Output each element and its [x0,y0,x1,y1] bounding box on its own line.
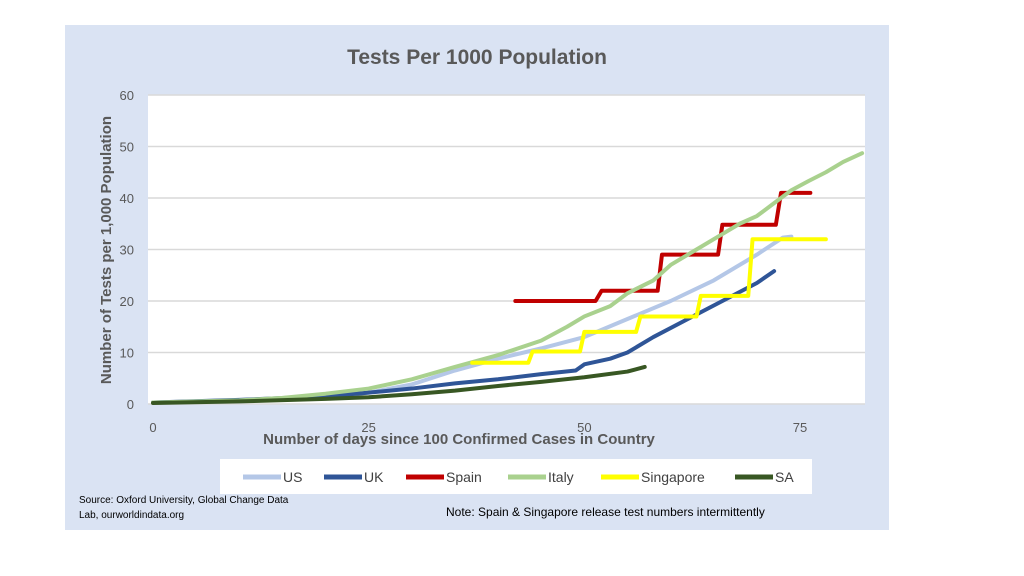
x-tick-label: 50 [577,420,591,435]
chart-title: Tests Per 1000 Population [347,46,607,69]
legend-label-italy: Italy [548,469,574,485]
x-tick-label: 0 [149,420,156,435]
series-sa-line [151,364,647,405]
x-axis-label: Number of days since 100 Confirmed Cases… [263,431,655,448]
legend-label-uk: UK [364,469,384,485]
y-tick-label: 40 [120,191,134,206]
series-singapore-line [470,237,828,365]
note: Note: Spain & Singapore release test num… [446,505,765,519]
x-tick-label: 75 [793,420,807,435]
source-line-2: Lab, ourworldindata.org [79,510,184,521]
y-tick-label: 10 [120,346,134,361]
legend-label-singapore: Singapore [641,469,705,485]
x-tick-label: 25 [361,420,375,435]
y-tick-label: 60 [120,88,134,103]
y-tick-label: 50 [120,140,134,155]
series-uk-line [151,269,777,405]
series-italy-line [151,151,865,405]
source-line-1: Source: Oxford University, Global Change… [79,495,289,506]
legend-label-us: US [283,469,302,485]
legend-label-spain: Spain [446,469,482,485]
y-tick-label: 30 [120,243,134,258]
y-axis-label: Number of Tests per 1,000 Population [98,116,115,384]
legend-label-sa: SA [775,469,794,485]
y-tick-label: 20 [120,294,134,309]
y-tick-label: 0 [127,397,134,412]
